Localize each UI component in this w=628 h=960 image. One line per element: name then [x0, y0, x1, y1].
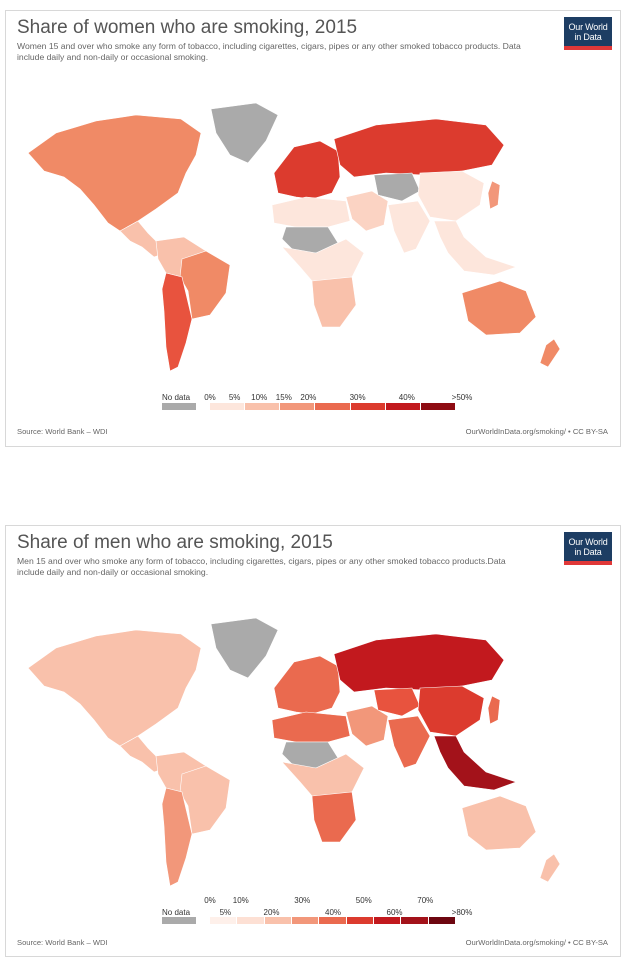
men-smoking-chart: Share of men who are smoking, 2015 Men 1…: [5, 525, 621, 957]
legend-swatch[interactable]: [319, 917, 346, 924]
legend-swatch[interactable]: [401, 917, 428, 924]
region-australia[interactable]: [461, 795, 537, 851]
region-southern-cone[interactable]: [161, 272, 193, 372]
women-smoking-chart: Share of women who are smoking, 2015 Wom…: [5, 10, 621, 447]
legend-swatch[interactable]: [245, 403, 280, 410]
legend-tick-label: 10%: [251, 393, 268, 402]
logo-line-2: in Data: [574, 547, 602, 557]
region-central-asia[interactable]: [373, 172, 421, 202]
region-russia[interactable]: [333, 118, 505, 178]
legend-swatch[interactable]: [350, 403, 385, 410]
legend-swatch[interactable]: [315, 403, 350, 410]
logo-line-2: in Data: [574, 32, 602, 42]
legend-tick-label: 30%: [349, 393, 366, 402]
region-china[interactable]: [417, 685, 485, 737]
region-middle-east[interactable]: [345, 705, 389, 747]
source-note[interactable]: Source: World Bank – WDI: [17, 938, 108, 947]
legend-tick-label: 10%: [232, 896, 249, 905]
region-greenland[interactable]: [210, 617, 279, 679]
legend-tick-label: 60%: [386, 908, 403, 917]
legend-tick-label: 5%: [219, 908, 232, 917]
legend-tick-label: 15%: [275, 393, 292, 402]
legend-tick-label: 5%: [228, 393, 241, 402]
source-url[interactable]: OurWorldInData.org/smoking/ • CC BY-SA: [465, 938, 608, 947]
region-china[interactable]: [417, 170, 485, 222]
region-middle-east[interactable]: [345, 190, 389, 232]
world-map[interactable]: [16, 596, 606, 896]
region-new-zealand[interactable]: [539, 338, 561, 368]
world-map[interactable]: [16, 81, 606, 381]
legend-tick-label: 0%: [204, 393, 216, 402]
source-url[interactable]: OurWorldInData.org/smoking/ • CC BY-SA: [465, 427, 608, 436]
legend-tick-label: >80%: [451, 908, 473, 917]
region-japan[interactable]: [487, 180, 501, 210]
region-southern-cone[interactable]: [161, 787, 193, 887]
legend-tick-label: 70%: [417, 896, 434, 905]
legend-swatch[interactable]: [420, 403, 455, 410]
legend-swatch[interactable]: [237, 917, 264, 924]
region-southeast-asia[interactable]: [433, 220, 517, 276]
source-note[interactable]: Source: World Bank – WDI: [17, 427, 108, 436]
legend-tick-label: 40%: [324, 908, 342, 917]
legend-swatch[interactable]: [385, 403, 420, 410]
logo-line-1: Our World: [568, 537, 608, 547]
chart-subtitle: Men 15 and over who smoke any form of to…: [17, 556, 506, 577]
owid-logo[interactable]: Our World in Data: [564, 532, 612, 565]
legend-tick-label: 30%: [294, 896, 311, 905]
legend-swatch[interactable]: [210, 403, 245, 410]
region-central-asia[interactable]: [373, 687, 421, 717]
legend-tick-label: >50%: [451, 393, 473, 402]
region-russia[interactable]: [333, 633, 505, 693]
region-southeast-asia[interactable]: [433, 735, 517, 791]
legend-swatch[interactable]: [374, 917, 401, 924]
region-north-africa[interactable]: [271, 196, 351, 228]
chart-subtitle: Women 15 and over who smoke any form of …: [17, 41, 521, 62]
region-north-america[interactable]: [27, 629, 202, 747]
no-data-swatch: [162, 403, 196, 410]
legend-tick-label: 50%: [355, 896, 372, 905]
chart-title: Share of women who are smoking, 2015: [17, 17, 358, 38]
region-north-america[interactable]: [27, 114, 202, 232]
legend-tick-label: 20%: [300, 393, 317, 402]
region-southern-africa[interactable]: [311, 791, 357, 843]
legend-swatch[interactable]: [346, 917, 373, 924]
legend-swatch[interactable]: [280, 403, 315, 410]
region-south-asia[interactable]: [387, 715, 431, 769]
legend-swatch[interactable]: [428, 917, 455, 924]
no-data-label: No data: [162, 908, 191, 917]
legend-swatch[interactable]: [264, 917, 291, 924]
region-greenland[interactable]: [210, 102, 279, 164]
region-southern-africa[interactable]: [311, 276, 357, 328]
owid-logo[interactable]: Our World in Data: [564, 17, 612, 50]
logo-line-1: Our World: [568, 22, 608, 32]
legend-tick-label: 0%: [204, 896, 216, 905]
region-new-zealand[interactable]: [539, 853, 561, 883]
legend-tick-label: 20%: [263, 908, 280, 917]
region-south-asia[interactable]: [387, 200, 431, 254]
region-north-africa[interactable]: [271, 711, 351, 743]
legend-swatch[interactable]: [292, 917, 319, 924]
region-australia[interactable]: [461, 280, 537, 336]
chart-title: Share of men who are smoking, 2015: [17, 532, 333, 553]
region-japan[interactable]: [487, 695, 501, 725]
region-europe[interactable]: [273, 655, 341, 715]
legend-tick-label: 40%: [398, 393, 415, 402]
no-data-swatch: [162, 917, 196, 924]
legend-swatch[interactable]: [210, 917, 237, 924]
region-europe[interactable]: [273, 140, 341, 200]
no-data-label: No data: [162, 393, 191, 402]
